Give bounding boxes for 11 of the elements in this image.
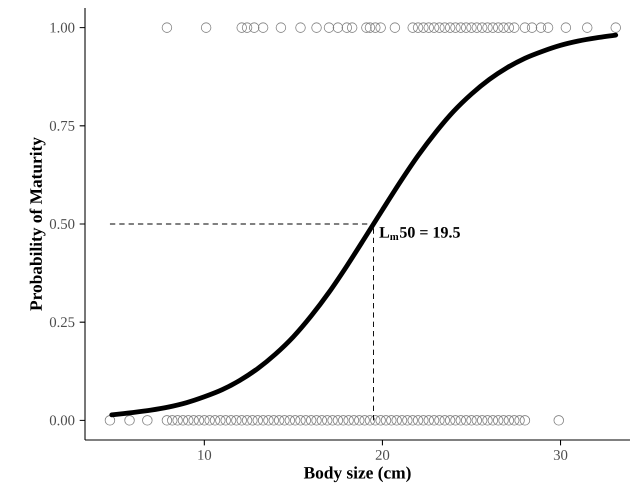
y-tick-label: 0.75 [50, 120, 74, 131]
x-tick-label: 30 [554, 450, 568, 460]
y-tick-label: 0.25 [50, 317, 74, 328]
y-tick-label: 0.50 [50, 219, 74, 229]
y-axis-title: Probability of Maturity [30, 137, 46, 311]
x-tick-label: 20 [376, 450, 390, 460]
y-tick-label: 1.00 [50, 22, 74, 33]
x-tick-label: 10 [198, 450, 212, 460]
x-axis-title: Body size (cm) [304, 466, 411, 482]
y-tick-label: 0.00 [50, 415, 74, 426]
annotation: L$_{m}$50 = 19.5 [379, 226, 460, 240]
